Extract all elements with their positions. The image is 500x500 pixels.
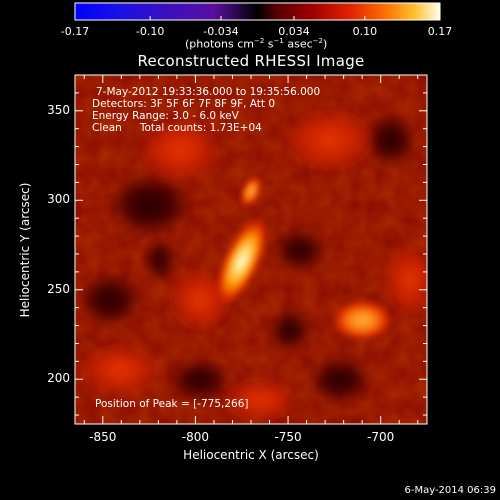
x-tick-label: -850: [89, 430, 117, 444]
colorbar-tick-label: -0.034: [203, 25, 239, 38]
colorbar-tick-label: -0.17: [60, 25, 90, 38]
colorbar-tick-label: -0.10: [135, 25, 165, 38]
colorbar-ticks: [74, 16, 441, 20]
footpoint-source: [332, 300, 393, 341]
colorbar: [74, 2, 441, 21]
colorbar-tick-label: 0.17: [427, 25, 453, 38]
info-method: Clean: [92, 122, 122, 134]
peak-source: [215, 216, 268, 306]
info-detectors: Detectors: 3F 5F 6F 7F 8F 9F, Att 0: [92, 98, 276, 110]
info-time-range: 7-May-2012 19:33:36.000 to 19:35:56.000: [96, 86, 321, 98]
axis-ticks: [75, 74, 427, 424]
y-tick-label: 350: [47, 102, 70, 117]
y-axis-label: Heliocentric Y (arcsec): [18, 182, 32, 318]
y-tick-label: 250: [47, 281, 70, 296]
info-method-counts: Clean Total counts: 1.73E+04: [92, 122, 320, 134]
footer-timestamp: 6-May-2014 06:39: [404, 485, 496, 496]
info-total-counts: Total counts: 1.73E+04: [139, 122, 262, 134]
plot-title: Reconstructed RHESSI Image: [137, 52, 365, 70]
x-tick-label: -700: [367, 430, 395, 444]
peak-position-label: Position of Peak = [-775,266]: [95, 398, 249, 410]
x-tick-label: -750: [274, 430, 302, 444]
y-tick-label: 300: [47, 192, 70, 207]
colorbar-tick-label: 0.10: [352, 25, 378, 38]
source-layer: [215, 176, 393, 341]
x-tick-label: -800: [181, 430, 210, 444]
secondary-source: [240, 176, 262, 207]
colorbar-units-label: (photons cm−2 s−1 asec−2): [185, 37, 328, 51]
info-energy-range: Energy Range: 3.0 - 6.0 keV: [92, 110, 239, 122]
info-block: 7-May-2012 19:33:36.000 to 19:35:56.000 …: [92, 86, 320, 134]
x-axis-label: Heliocentric X (arcsec): [183, 448, 319, 462]
colorbar-tick-label: 0.034: [278, 25, 310, 38]
heatmap-image: [75, 75, 427, 424]
y-tick-label: 200: [47, 371, 70, 386]
